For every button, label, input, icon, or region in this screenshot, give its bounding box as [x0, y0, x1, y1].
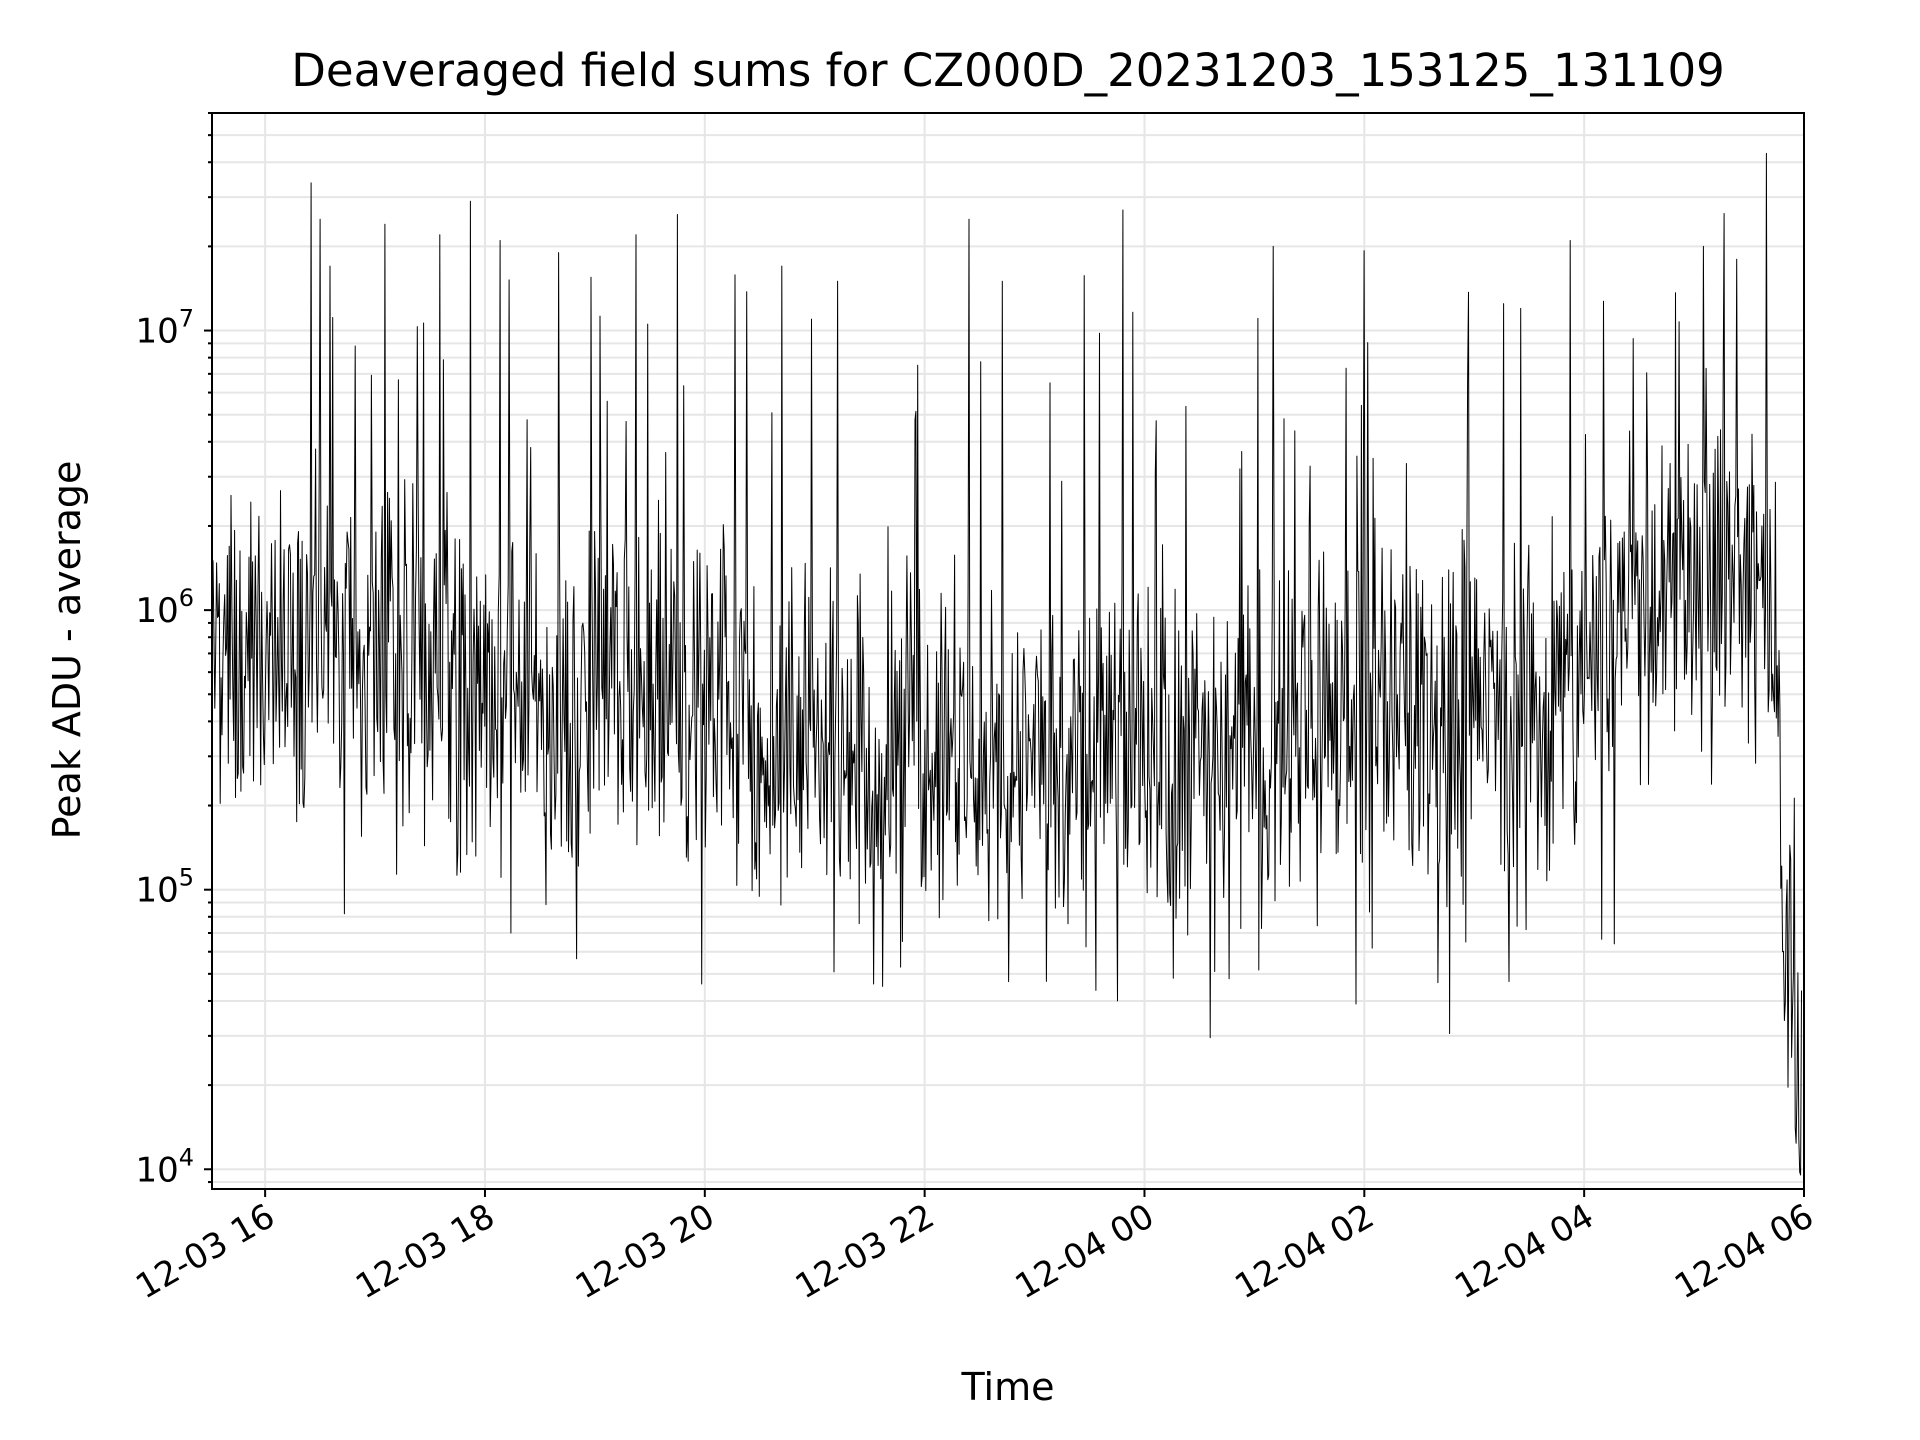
y-tick-label: 104	[135, 1143, 194, 1190]
data-series	[212, 152, 1802, 1176]
chart-title: Deaveraged field sums for CZ000D_2023120…	[291, 44, 1724, 97]
plot-frame	[211, 112, 1805, 1190]
y-axis-label: Peak ADU - average	[45, 461, 89, 840]
y-tick-label: 106	[135, 584, 194, 631]
y-tick-label: 105	[135, 864, 194, 911]
y-tick-label: 107	[135, 305, 194, 352]
series-line	[212, 152, 1802, 1176]
x-axis-label: Time	[961, 1365, 1055, 1409]
